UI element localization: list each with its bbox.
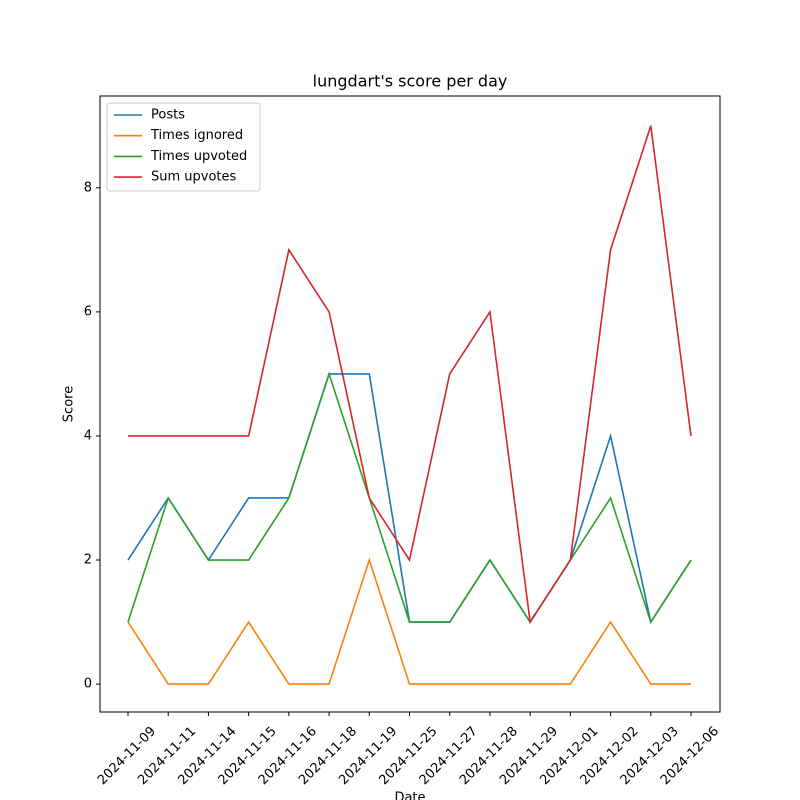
legend-label: Sum upvotes [151, 170, 237, 185]
x-axis-label: Date [394, 791, 425, 800]
series-line [127, 373, 692, 625]
y-tick-label: 2 [84, 553, 92, 568]
y-tick-label: 6 [84, 304, 92, 319]
legend-label: Times upvoted [150, 149, 247, 164]
series-line [127, 371, 692, 624]
legend-box [106, 102, 261, 192]
series-line [128, 125, 692, 625]
y-axis-label: Score [62, 386, 77, 422]
y-tick-label: 0 [84, 677, 92, 692]
y-tick-label: 8 [84, 180, 92, 195]
series-line [127, 557, 691, 685]
legend-label: Posts [151, 108, 185, 123]
legend-label: Times ignored [150, 128, 243, 143]
chart-title: lungdart's score per day [313, 72, 508, 91]
y-tick-label: 4 [84, 428, 92, 443]
